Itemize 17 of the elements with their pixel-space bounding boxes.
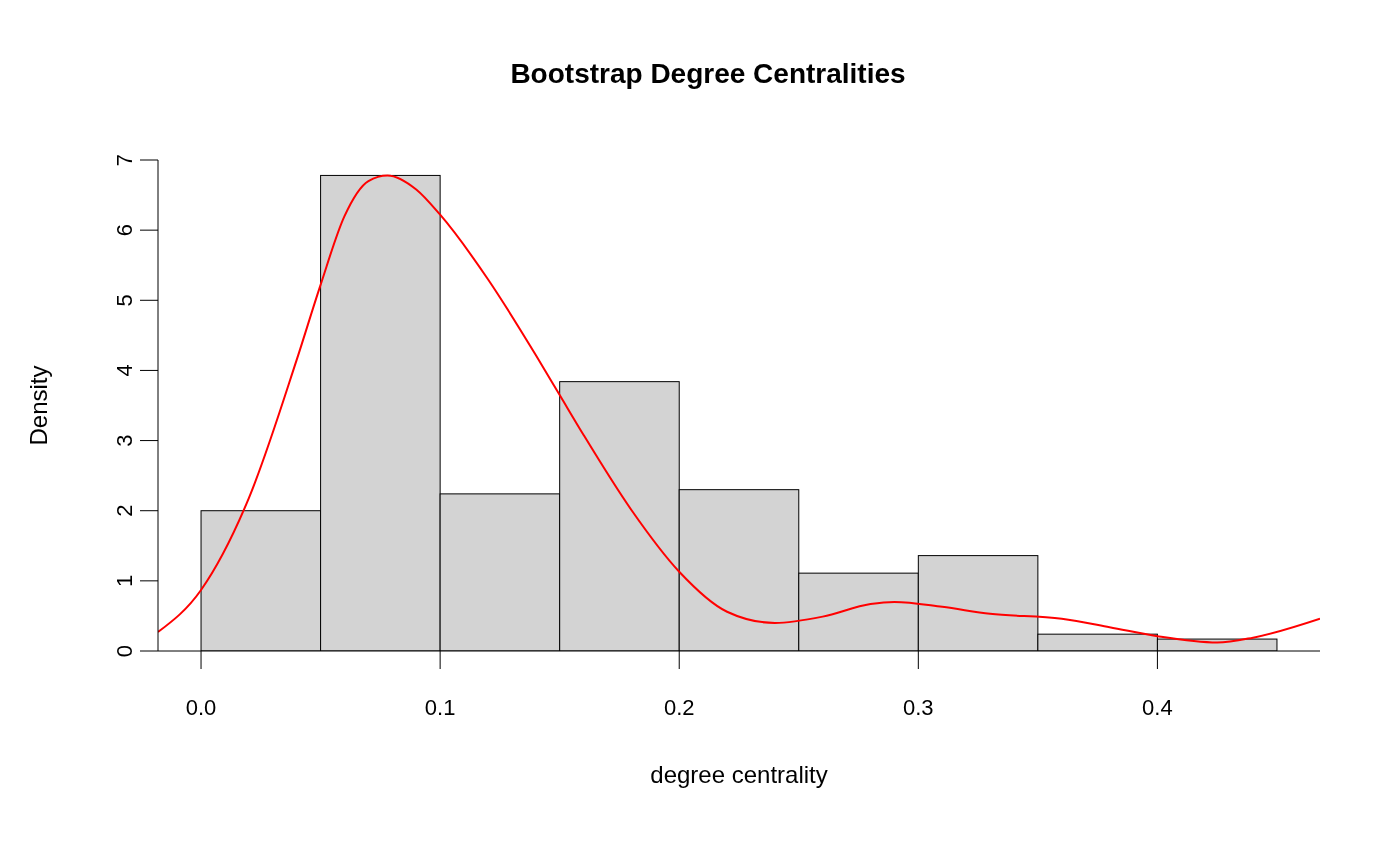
y-tick-label: 1 [112,574,137,587]
y-tick-label: 3 [112,434,137,447]
x-tick-label: 0.0 [185,694,217,720]
y-tick-label: 7 [112,153,137,167]
x-tick-label: 0.4 [1142,694,1173,720]
y-axis-title: Density [24,365,52,446]
x-tick-label: 0.3 [903,694,934,720]
x-tick-label: 0.1 [424,694,456,720]
y-tick-label: 0 [112,644,137,658]
y-tick-label: 5 [112,294,137,307]
chart-title: Bootstrap Degree Centralities [509,57,907,91]
y-tick-label: 6 [112,224,137,237]
y-tick-label: 4 [112,364,137,377]
x-tick-label: 0.2 [663,694,695,720]
y-tick-label: 2 [112,504,137,517]
x-axis-title: degree centrality [650,761,828,788]
line-series [158,174,1320,644]
